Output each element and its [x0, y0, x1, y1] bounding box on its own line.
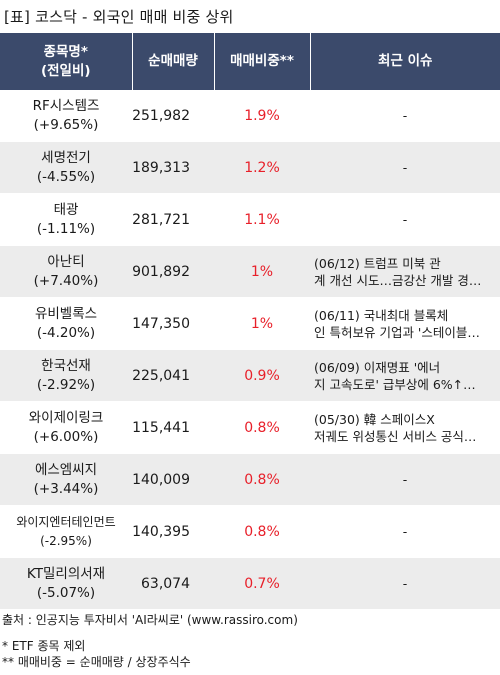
stock-name: 와이지엔터테인먼트 — [16, 514, 116, 529]
stock-name-cell: 유비벨록스 (-4.20%) — [0, 297, 132, 350]
stock-name-cell: 세명전기 (-4.55%) — [0, 141, 132, 194]
source-note: 출처 : 인공지능 투자비서 'AI라씨로' (www.rassiro.com) — [2, 613, 298, 627]
recent-issue: - — [310, 557, 500, 610]
issue-line1: (06/11) 국내최대 블록체 — [314, 307, 449, 323]
recent-issue: - — [310, 505, 500, 558]
stock-name: 태광 — [53, 201, 79, 218]
table-row: 에스엠씨지 (+3.44%) 140,009 0.8% - — [0, 453, 500, 506]
stock-name-cell: 와이제이링크 (+6.00%) — [0, 401, 132, 454]
trade-ratio: 0.8% — [214, 453, 310, 506]
net-volume: 63,074 — [132, 557, 214, 610]
stock-change: (+3.44%) — [33, 480, 99, 497]
table-row: RF시스템즈 (+9.65%) 251,982 1.9% - — [0, 90, 500, 142]
issue-line2: 계 개선 시도…금강산 개발 경… — [314, 272, 482, 288]
stock-change: (-2.95%) — [40, 533, 92, 548]
issue-line1: (05/30) 韓 스페이스X — [314, 411, 435, 427]
table-row: 태광 (-1.11%) 281,721 1.1% - — [0, 193, 500, 246]
header-issue: 최근 이슈 — [310, 33, 500, 90]
trade-ratio: 1.2% — [214, 141, 310, 194]
table-row: 와이제이링크 (+6.00%) 115,441 0.8% (05/30) 韓 스페이스X… — [0, 401, 500, 454]
table-row: 한국선재 (-2.92%) 225,041 0.9% (06/09) 이재명표 '에너 지… — [0, 349, 500, 402]
issue-line1: (06/12) 트럼프 미북 관 — [314, 255, 441, 271]
trade-ratio: 0.9% — [214, 349, 310, 402]
net-volume: 147,350 — [132, 297, 214, 350]
table-row: 유비벨록스 (-4.20%) 147,350 1% (06/11) 국내최대 블록체 인 … — [0, 297, 500, 350]
header-name: 종목명* (전일비) — [0, 33, 133, 90]
net-volume: 225,041 — [132, 349, 214, 402]
stock-change: (-5.07%) — [36, 584, 96, 601]
recent-issue[interactable]: (05/30) 韓 스페이스X 저궤도 위성통신 서비스 공식… — [310, 401, 500, 454]
stock-name-cell: 태광 (-1.11%) — [0, 193, 132, 246]
stock-name-cell: 아난티 (+7.40%) — [0, 245, 132, 298]
issue-line1: (06/09) 이재명표 '에너 — [314, 359, 441, 375]
net-volume: 189,313 — [132, 141, 214, 194]
stock-name: 한국선재 — [41, 357, 91, 374]
trade-ratio: 1% — [214, 245, 310, 298]
stock-change: (-4.55%) — [36, 168, 96, 185]
trade-ratio: 1.9% — [214, 90, 310, 142]
stock-name-cell: KT밀리의서재 (-5.07%) — [0, 557, 132, 610]
stock-name-cell: RF시스템즈 (+9.65%) — [0, 90, 132, 142]
net-volume: 140,009 — [132, 453, 214, 506]
stock-change: (+9.65%) — [33, 116, 99, 133]
issue-line2: 지 고속도로' 급부상에 6%↑… — [314, 376, 476, 392]
table-row: 와이지엔터테인먼트 (-2.95%) 140,395 0.8% - — [0, 505, 500, 558]
header-row: 종목명* (전일비) 순매매량 매매비중** 최근 이슈 — [0, 33, 500, 90]
net-volume: 901,892 — [132, 245, 214, 298]
recent-issue: - — [310, 453, 500, 506]
footnote-ratio: ** 매매비중 = 순매매량 / 상장주식수 — [2, 655, 191, 669]
recent-issue: - — [310, 193, 500, 246]
issue-line2: 인 특허보유 기업과 '스테이블… — [314, 324, 480, 340]
recent-issue: - — [310, 90, 500, 142]
stock-change: (-4.20%) — [36, 324, 96, 341]
stock-name: KT밀리의서재 — [26, 565, 106, 582]
trade-ratio: 0.7% — [214, 557, 310, 610]
trade-ratio: 0.8% — [214, 401, 310, 454]
stock-name: 에스엠씨지 — [34, 461, 98, 478]
net-volume: 251,982 — [132, 90, 214, 142]
stock-change: (+7.40%) — [33, 272, 99, 289]
stock-name: RF시스템즈 — [32, 97, 100, 114]
header-ratio: 매매비중** — [214, 33, 311, 90]
recent-issue[interactable]: (06/09) 이재명표 '에너 지 고속도로' 급부상에 6%↑… — [310, 349, 500, 402]
recent-issue: - — [310, 141, 500, 194]
stock-change: (+6.00%) — [33, 428, 99, 445]
trade-ratio: 0.8% — [214, 505, 310, 558]
issue-line2: 저궤도 위성통신 서비스 공식… — [314, 428, 477, 444]
footnote-etf: * ETF 종목 제외 — [2, 639, 86, 653]
table-row: KT밀리의서재 (-5.07%) 63,074 0.7% - — [0, 557, 500, 610]
recent-issue[interactable]: (06/11) 국내최대 블록체 인 특허보유 기업과 '스테이블… — [310, 297, 500, 350]
table-title: [표] 코스닥 - 외국인 매매 비중 상위 — [4, 8, 234, 26]
stock-name: 유비벨록스 — [34, 305, 98, 322]
header-name-line2: (전일비) — [40, 62, 91, 79]
trade-ratio: 1.1% — [214, 193, 310, 246]
header-name-line1: 종목명* — [43, 43, 88, 60]
net-volume: 140,395 — [132, 505, 214, 558]
stock-name-cell: 와이지엔터테인먼트 (-2.95%) — [0, 505, 132, 558]
stock-change: (-1.11%) — [36, 220, 96, 237]
header-volume: 순매매량 — [132, 33, 215, 90]
stock-name-cell: 에스엠씨지 (+3.44%) — [0, 453, 132, 506]
stock-name: 세명전기 — [41, 149, 91, 166]
stock-change: (-2.92%) — [36, 376, 96, 393]
net-volume: 281,721 — [132, 193, 214, 246]
stock-name-cell: 한국선재 (-2.92%) — [0, 349, 132, 402]
trade-ratio: 1% — [214, 297, 310, 350]
stock-name: 아난티 — [47, 253, 85, 270]
foreign-trading-table: 종목명* (전일비) 순매매량 매매비중** 최근 이슈 RF시스템즈 (+9.6… — [0, 33, 500, 610]
table-row: 세명전기 (-4.55%) 189,313 1.2% - — [0, 141, 500, 194]
net-volume: 115,441 — [132, 401, 214, 454]
stock-name: 와이제이링크 — [28, 409, 104, 426]
